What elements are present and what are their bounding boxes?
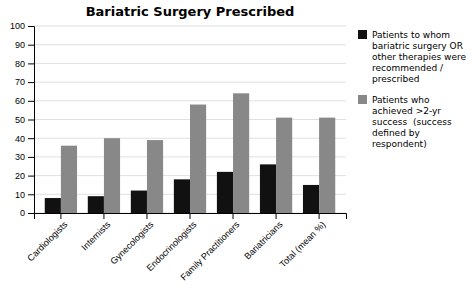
tick: Gynecologists xyxy=(108,213,155,266)
bar xyxy=(190,105,206,213)
tick-label: 60 xyxy=(15,96,25,106)
tick: 20 xyxy=(15,171,34,181)
tick: 90 xyxy=(15,40,34,50)
tick-mark xyxy=(28,101,34,102)
tick: 100 xyxy=(10,21,34,31)
bar xyxy=(233,93,249,213)
bar xyxy=(174,179,190,213)
bars xyxy=(45,93,335,213)
tick-label: Bariatricians xyxy=(242,219,284,261)
tick-label: 90 xyxy=(15,40,25,50)
bar-series xyxy=(61,93,335,213)
grid-line xyxy=(34,63,346,64)
tick-mark xyxy=(28,138,34,139)
tick: 0 xyxy=(20,208,34,218)
tick: 30 xyxy=(15,152,34,162)
grid-line xyxy=(34,44,346,45)
tick-mark xyxy=(103,213,104,219)
tick-mark xyxy=(146,213,147,219)
tick-label: Family Practitioners xyxy=(178,219,241,282)
bar xyxy=(260,164,276,213)
tick: Internists xyxy=(79,213,112,252)
tick: Cardiologists xyxy=(25,213,69,263)
bar xyxy=(276,118,292,213)
tick: 50 xyxy=(15,115,34,125)
tick-label: 30 xyxy=(15,152,25,162)
axis-line xyxy=(35,214,347,220)
tick-mark xyxy=(60,213,61,219)
tick-mark xyxy=(28,213,34,214)
legend-label: Patients to whombariatric surgery ORothe… xyxy=(372,30,467,84)
legend-item: Patients to whombariatric surgery ORothe… xyxy=(358,30,467,84)
tick-label: 20 xyxy=(15,171,25,181)
tick-mark xyxy=(28,176,34,177)
tick-label: 80 xyxy=(15,59,25,69)
tick-label: 100 xyxy=(10,21,25,31)
x-axis: CardiologistsInternistsGynecologistsEndo… xyxy=(25,213,346,282)
tick-mark xyxy=(28,157,34,158)
tick-label: Internists xyxy=(79,219,112,252)
tick-label: 50 xyxy=(15,115,25,125)
tick: 10 xyxy=(15,190,34,200)
tick-label: Total (mean %) xyxy=(278,219,328,269)
grid-line xyxy=(34,100,346,101)
bar xyxy=(131,191,147,213)
tick-mark xyxy=(319,213,320,219)
tick: Total (mean %) xyxy=(278,213,328,269)
tick-label: 70 xyxy=(15,77,25,87)
tick-label: 10 xyxy=(15,190,25,200)
tick-mark xyxy=(28,63,34,64)
bar xyxy=(319,118,335,213)
tick-label: Gynecologists xyxy=(108,219,155,266)
title: Bariatric Surgery Prescribed xyxy=(86,4,295,19)
y-axis: 0 10 20 30 40 50 60 70 80 90 100 xyxy=(10,21,35,218)
tick-mark xyxy=(28,82,34,83)
axis-line xyxy=(28,27,35,214)
tick-mark xyxy=(28,120,34,121)
bar xyxy=(45,198,61,213)
grid xyxy=(34,26,346,213)
legend-swatch xyxy=(358,95,367,104)
tick-mark xyxy=(233,213,234,219)
tick: Family Practitioners xyxy=(178,213,241,282)
legend-swatch xyxy=(358,30,367,39)
tick-label: Cardiologists xyxy=(25,219,69,263)
legend: Patients to whombariatric surgery ORothe… xyxy=(358,30,467,149)
tick: 70 xyxy=(15,77,34,87)
chart: 0 10 20 30 40 50 60 70 80 90 100 Cardiologists Inter… xyxy=(0,0,474,289)
tick-label: 40 xyxy=(15,134,25,144)
tick: 60 xyxy=(15,96,34,106)
bar xyxy=(88,196,104,213)
bar xyxy=(217,172,233,213)
grid-line xyxy=(34,26,346,27)
tick-mark xyxy=(28,26,34,27)
plot: 0 10 20 30 40 50 60 70 80 90 100 Cardiologists Inter… xyxy=(10,21,347,282)
bar xyxy=(147,140,163,213)
tick-mark xyxy=(190,213,191,219)
legend-label: Patients whoachieved >2-yrsuccess (succe… xyxy=(372,95,452,149)
grid-line xyxy=(34,82,346,83)
legend-item: Patients whoachieved >2-yrsuccess (succe… xyxy=(358,95,452,149)
tick: 80 xyxy=(15,59,34,69)
tick-label: 0 xyxy=(20,208,25,218)
bar xyxy=(61,146,77,213)
tick-mark xyxy=(28,45,34,46)
tick-mark xyxy=(276,213,277,219)
tick: 40 xyxy=(15,134,34,144)
tick: Bariatricians xyxy=(242,213,284,262)
tick-mark xyxy=(28,194,34,195)
bar xyxy=(104,138,120,213)
bar xyxy=(303,185,319,213)
